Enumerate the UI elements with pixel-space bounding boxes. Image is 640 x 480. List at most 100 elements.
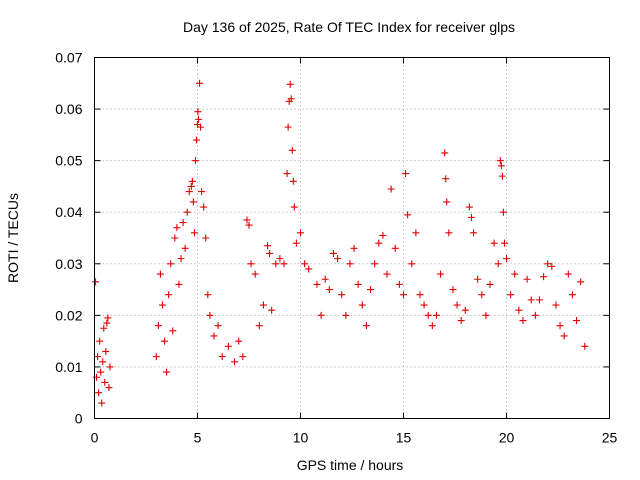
data-point <box>95 389 103 397</box>
data-point <box>163 368 171 376</box>
data-point <box>577 278 585 286</box>
data-point <box>568 291 576 299</box>
data-point <box>552 301 560 309</box>
x-tick-label: 5 <box>194 430 202 446</box>
data-point <box>280 260 288 268</box>
data-point <box>104 314 112 322</box>
data-point <box>467 213 475 221</box>
data-point <box>100 324 108 332</box>
data-point <box>105 384 113 392</box>
data-point <box>317 311 325 319</box>
data-point <box>194 108 202 116</box>
data-point <box>371 260 379 268</box>
data-point <box>204 291 212 299</box>
x-tick-label: 20 <box>499 430 515 446</box>
y-tick-label: 0 <box>75 411 83 427</box>
data-point <box>449 286 457 294</box>
data-point <box>581 342 589 350</box>
data-point <box>103 319 111 327</box>
data-point <box>289 177 297 185</box>
data-point <box>441 149 449 157</box>
data-point <box>286 80 294 88</box>
data-point <box>158 301 166 309</box>
data-point <box>329 249 337 257</box>
data-point <box>264 242 272 250</box>
data-point <box>391 244 399 252</box>
y-axis-label: ROTI / TECUs <box>5 193 21 283</box>
data-point <box>404 211 412 219</box>
data-point <box>290 203 298 211</box>
data-point <box>284 123 292 131</box>
data-point <box>152 353 160 361</box>
data-point <box>523 275 531 283</box>
data-point <box>266 249 274 257</box>
data-point <box>301 260 309 268</box>
data-point <box>457 317 465 325</box>
data-point <box>507 291 515 299</box>
data-point <box>408 260 416 268</box>
y-tick-label: 0.03 <box>55 256 82 272</box>
data-point <box>191 157 199 165</box>
data-point <box>224 342 232 350</box>
data-point <box>498 172 506 180</box>
data-point <box>98 399 106 407</box>
data-point <box>235 337 243 345</box>
data-point <box>499 208 507 216</box>
data-point <box>402 170 410 178</box>
data-point <box>412 229 420 237</box>
data-point <box>367 286 375 294</box>
data-point <box>102 347 110 355</box>
data-point <box>379 231 387 239</box>
data-point <box>424 311 432 319</box>
data-point <box>181 244 189 252</box>
data-point <box>556 322 564 330</box>
data-point <box>461 306 469 314</box>
data-points <box>92 79 589 407</box>
data-point <box>346 260 354 268</box>
x-tick-label: 25 <box>602 430 618 446</box>
data-point <box>358 301 366 309</box>
data-point <box>268 306 276 314</box>
y-tick-labels: 0 0.01 0.02 0.03 0.04 0.05 0.06 0.07 <box>55 50 82 427</box>
x-tick-labels: 0 5 10 15 20 25 <box>91 430 618 446</box>
data-point <box>496 157 504 165</box>
data-point <box>247 260 255 268</box>
data-point <box>474 275 482 283</box>
data-point <box>218 353 226 361</box>
data-point <box>482 311 490 319</box>
data-point <box>251 270 259 278</box>
x-tick-label: 0 <box>91 430 99 446</box>
data-point <box>453 301 461 309</box>
data-point <box>167 260 175 268</box>
data-point <box>106 363 114 371</box>
data-point <box>245 221 253 229</box>
data-point <box>272 260 280 268</box>
y-tick-label: 0.04 <box>55 204 82 220</box>
data-point <box>255 322 263 330</box>
data-point <box>375 239 383 247</box>
data-point <box>564 270 572 278</box>
data-point <box>183 208 191 216</box>
data-point <box>190 229 198 237</box>
data-point <box>544 260 552 268</box>
y-tick-label: 0.02 <box>55 307 82 323</box>
data-point <box>445 229 453 237</box>
data-point <box>395 280 403 288</box>
data-point <box>527 296 535 304</box>
x-tick-label: 15 <box>396 430 412 446</box>
data-point <box>540 273 548 281</box>
data-point <box>478 291 486 299</box>
data-point <box>276 255 284 263</box>
data-point <box>292 239 300 247</box>
data-point <box>548 262 556 270</box>
data-point <box>350 244 358 252</box>
data-point <box>503 255 510 263</box>
data-point <box>465 203 473 211</box>
data-point <box>297 229 304 237</box>
data-point <box>497 162 505 170</box>
data-point <box>214 322 222 330</box>
data-point <box>169 327 177 335</box>
data-point <box>443 198 451 206</box>
x-tick-label: 10 <box>293 430 309 446</box>
